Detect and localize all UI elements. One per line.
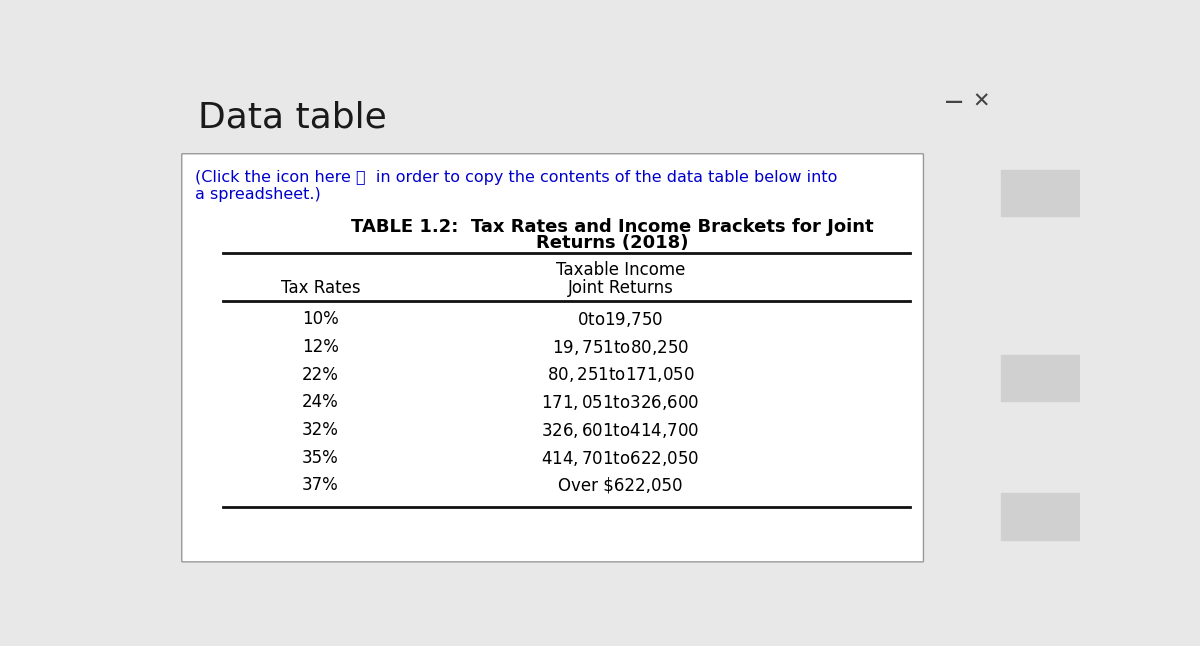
FancyBboxPatch shape: [181, 154, 924, 562]
Text: 24%: 24%: [302, 393, 338, 412]
Text: Tax Rates: Tax Rates: [281, 279, 360, 297]
Text: TABLE 1.2:  Tax Rates and Income Brackets for Joint: TABLE 1.2: Tax Rates and Income Brackets…: [350, 218, 874, 236]
Text: 12%: 12%: [302, 338, 338, 356]
Text: Joint Returns: Joint Returns: [568, 279, 673, 297]
Text: Returns (2018): Returns (2018): [535, 234, 688, 252]
Text: $0 to $19,750: $0 to $19,750: [577, 310, 664, 329]
Text: $326,601 to $414,700: $326,601 to $414,700: [541, 421, 700, 440]
Text: ✕: ✕: [972, 91, 990, 111]
Text: $171,051 to $326,600: $171,051 to $326,600: [541, 393, 700, 412]
Text: Data table: Data table: [198, 101, 386, 134]
Text: (Click the icon here ⎘  in order to copy the contents of the data table below in: (Click the icon here ⎘ in order to copy …: [194, 170, 838, 185]
Text: $80,251 to $171,050: $80,251 to $171,050: [546, 366, 695, 384]
Text: $414,701 to $622,050: $414,701 to $622,050: [541, 449, 700, 468]
Text: $19,751 to $80,250: $19,751 to $80,250: [552, 338, 689, 357]
Bar: [1001, 170, 1080, 216]
Bar: [1001, 355, 1080, 401]
Text: a spreadsheet.): a spreadsheet.): [194, 187, 320, 202]
Text: 35%: 35%: [302, 449, 338, 466]
Text: 37%: 37%: [302, 476, 338, 494]
Text: 10%: 10%: [302, 310, 338, 328]
Text: 32%: 32%: [302, 421, 338, 439]
Text: —: —: [946, 93, 964, 111]
Bar: [1001, 494, 1080, 539]
Text: 22%: 22%: [302, 366, 338, 384]
Text: Taxable Income: Taxable Income: [556, 261, 685, 279]
Text: Over $622,050: Over $622,050: [558, 476, 683, 494]
